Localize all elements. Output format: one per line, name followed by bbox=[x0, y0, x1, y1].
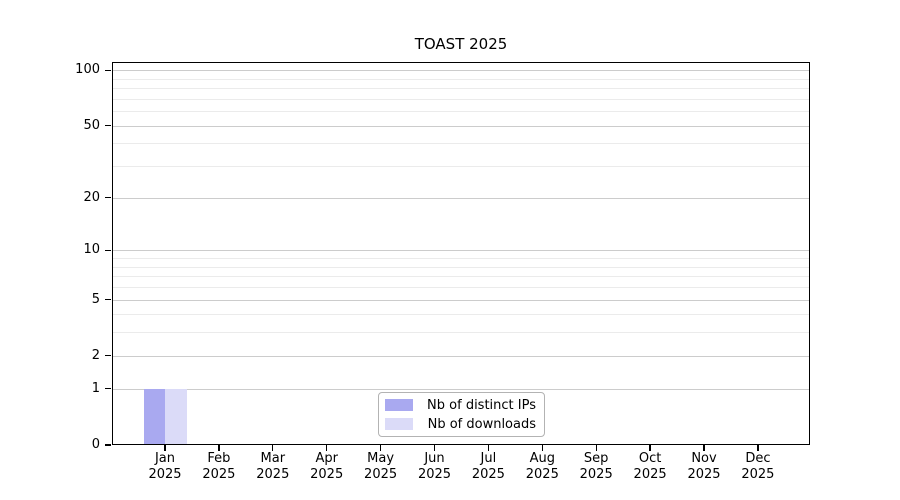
x-tick-year: 2025 bbox=[633, 467, 667, 482]
x-tick-year: 2025 bbox=[148, 467, 182, 482]
gridline-major bbox=[112, 299, 810, 301]
x-tick-month: Jan bbox=[154, 451, 176, 466]
x-tick-year: 2025 bbox=[310, 467, 344, 482]
x-tick-year: 2025 bbox=[256, 467, 290, 482]
x-tick-mark bbox=[326, 445, 328, 451]
gridline-major bbox=[112, 197, 810, 199]
gridline-major bbox=[112, 250, 810, 252]
legend-swatch-distinct-ips bbox=[385, 399, 413, 411]
x-tick-month: Sep bbox=[583, 451, 609, 466]
x-tick-mark bbox=[541, 445, 543, 451]
x-tick-year: 2025 bbox=[687, 467, 721, 482]
y-tick-label: 1 bbox=[91, 380, 100, 396]
x-tick-month: Nov bbox=[691, 451, 717, 466]
x-tick-year: 2025 bbox=[417, 467, 452, 482]
gridline-major bbox=[112, 355, 810, 357]
x-tick-year: 2025 bbox=[579, 467, 613, 482]
plot-border bbox=[112, 62, 810, 445]
x-tick-mark bbox=[595, 445, 597, 451]
chart-title: TOAST 2025 bbox=[414, 35, 508, 53]
x-tick-label: Oct 2025 bbox=[620, 451, 680, 483]
x-tick-mark bbox=[649, 445, 651, 451]
gridline-minor bbox=[112, 166, 810, 168]
y-tick-mark bbox=[105, 298, 111, 301]
gridline-major bbox=[112, 125, 810, 127]
y-tick-mark bbox=[105, 388, 111, 390]
gridline-minor bbox=[112, 88, 810, 90]
x-tick-month: Apr bbox=[315, 451, 338, 466]
x-tick-mark bbox=[272, 445, 274, 451]
y-tick-mark bbox=[105, 197, 111, 199]
gridline-minor bbox=[112, 314, 810, 316]
gridline-minor bbox=[112, 78, 810, 80]
y-tick-label: 10 bbox=[83, 242, 100, 258]
legend: Nb of distinct IPs Nb of downloads bbox=[378, 392, 545, 437]
gridline-minor bbox=[112, 111, 810, 113]
gridline-minor bbox=[112, 287, 810, 288]
y-tick-mark bbox=[105, 125, 111, 127]
legend-row: Nb of downloads bbox=[385, 417, 536, 432]
x-tick-label: Jul 2025 bbox=[458, 451, 518, 483]
x-tick-label: Jan 2025 bbox=[135, 451, 195, 483]
gridline-major bbox=[112, 70, 810, 72]
gridline-minor bbox=[112, 258, 810, 259]
y-tick-mark bbox=[105, 444, 111, 446]
x-tick-mark bbox=[164, 445, 166, 451]
x-tick-year: 2025 bbox=[471, 467, 505, 482]
y-tick-mark bbox=[105, 355, 111, 357]
x-tick-label: May 2025 bbox=[351, 451, 411, 483]
x-tick-month: May bbox=[367, 451, 395, 466]
gridline-minor bbox=[112, 143, 810, 145]
x-tick-label: Jun 2025 bbox=[405, 451, 465, 483]
x-tick-year: 2025 bbox=[741, 467, 775, 482]
x-tick-mark bbox=[757, 445, 759, 451]
x-tick-year: 2025 bbox=[525, 467, 559, 482]
legend-swatch-downloads bbox=[385, 418, 413, 430]
bar-distinct-ips-jan bbox=[143, 388, 165, 445]
x-tick-mark bbox=[487, 445, 490, 451]
x-tick-mark bbox=[379, 445, 382, 451]
x-tick-month: Jul bbox=[480, 451, 497, 466]
legend-label: Nb of distinct IPs bbox=[427, 397, 536, 413]
x-tick-label: Feb 2025 bbox=[189, 451, 249, 483]
x-tick-year: 2025 bbox=[202, 467, 236, 482]
gridline-major bbox=[112, 388, 810, 390]
gridline-minor bbox=[112, 266, 810, 268]
x-tick-label: Mar 2025 bbox=[243, 451, 303, 483]
x-tick-mark bbox=[433, 445, 436, 451]
y-tick-label: 100 bbox=[75, 62, 100, 78]
x-tick-label: Dec 2025 bbox=[728, 451, 788, 483]
x-tick-label: Aug 2025 bbox=[512, 451, 572, 483]
y-tick-label: 50 bbox=[83, 117, 100, 133]
x-tick-label: Apr 2025 bbox=[297, 451, 357, 483]
x-tick-year: 2025 bbox=[364, 467, 398, 482]
y-tick-label: 20 bbox=[83, 189, 100, 205]
x-tick-month: Feb bbox=[207, 451, 231, 466]
legend-label: Nb of downloads bbox=[427, 416, 536, 432]
x-tick-mark bbox=[218, 445, 220, 451]
x-tick-mark bbox=[703, 445, 705, 451]
x-tick-label: Sep 2025 bbox=[566, 451, 626, 483]
bar-downloads-jan bbox=[165, 388, 187, 445]
y-tick-mark bbox=[105, 69, 111, 71]
gridline-minor bbox=[112, 276, 810, 278]
y-tick-label: 0 bbox=[91, 437, 100, 452]
legend-row: Nb of distinct IPs bbox=[385, 398, 536, 413]
gridline-minor bbox=[112, 332, 810, 334]
x-tick-month: Mar bbox=[260, 451, 286, 466]
x-tick-month: Jun bbox=[424, 451, 445, 466]
x-tick-month: Aug bbox=[529, 451, 555, 466]
y-tick-mark bbox=[105, 249, 111, 251]
gridline-minor bbox=[112, 98, 810, 100]
y-tick-label: 5 bbox=[91, 291, 100, 307]
x-tick-month: Oct bbox=[638, 451, 662, 466]
x-tick-month: Dec bbox=[745, 451, 771, 466]
y-tick-label: 2 bbox=[91, 347, 100, 363]
x-tick-label: Nov 2025 bbox=[674, 451, 734, 483]
